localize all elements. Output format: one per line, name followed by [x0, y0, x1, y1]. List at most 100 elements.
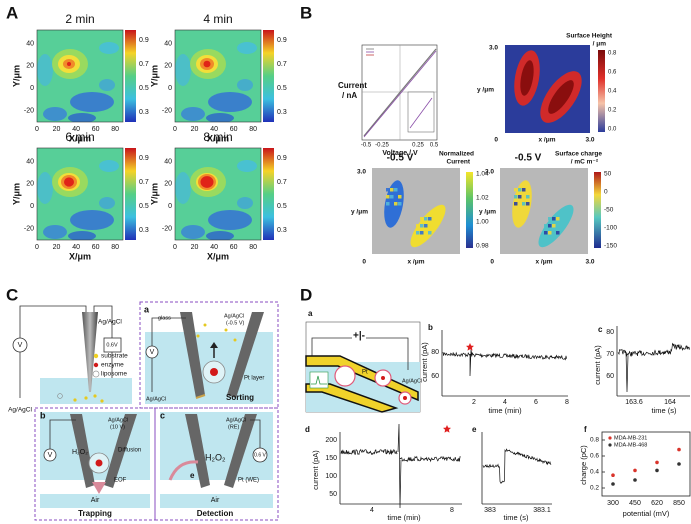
legend-label: MDA-MB-468 — [614, 442, 647, 448]
pixel — [522, 188, 526, 192]
colorbar-tick-label: 0.5 — [139, 203, 149, 210]
colorbar-title: Surface charge — [555, 151, 602, 158]
colorbar-tick-label: 0.4 — [608, 89, 617, 95]
panel-label: C — [6, 285, 18, 304]
heatmap-region — [37, 172, 53, 204]
colorbar — [263, 148, 274, 240]
y-tick-label: 100 — [325, 473, 337, 480]
subpanel-label: c — [160, 410, 165, 420]
current-trace — [399, 455, 461, 463]
y-axis-label: Y/μm — [149, 65, 159, 87]
map-title: 2 min — [65, 12, 94, 26]
colorbar-tick-label: 0.5 — [139, 85, 149, 92]
pixel — [416, 224, 420, 228]
heatmap-region — [175, 54, 191, 86]
electrode-label: Ag/AgCl — [226, 417, 246, 423]
y-tick-label: 50 — [329, 491, 337, 498]
axis-tick: 3.0 — [489, 45, 498, 52]
colorbar — [466, 172, 473, 248]
pixel — [556, 224, 560, 228]
heatmap-region — [237, 79, 253, 91]
colorbar — [263, 30, 274, 122]
pixel — [548, 231, 552, 235]
axis-tick: 3.0 — [485, 169, 494, 176]
y-tick-label: 80 — [431, 349, 439, 356]
heatmap-region — [68, 113, 96, 122]
x-tick-label: 0 — [173, 126, 177, 133]
pixel — [390, 202, 394, 206]
pixel — [386, 195, 390, 199]
electrode-label: Ag/AgCl — [98, 319, 122, 326]
subpanel-label: c — [598, 325, 603, 334]
heatmap-region — [99, 197, 115, 209]
label: EOF — [114, 478, 127, 484]
legend-swatch — [608, 443, 612, 447]
current-spike — [625, 351, 629, 393]
x-tick-label: 40 — [72, 126, 80, 133]
colorbar-tick-label: 0.5 — [277, 203, 287, 210]
y-tick-label: 0.2 — [590, 485, 599, 492]
electrode-label: (RE) — [228, 424, 239, 430]
y-tick-label: -20 — [162, 108, 172, 115]
x-tick-label: 0 — [35, 244, 39, 251]
cell-core — [548, 80, 574, 114]
meter-label: V — [48, 452, 53, 459]
pixel — [398, 202, 402, 206]
x-axis-label: x /μm — [536, 259, 553, 266]
y-tick-label: 20 — [26, 63, 34, 70]
x-tick-label: -0.5 — [361, 143, 372, 149]
caption: Sorting — [226, 393, 254, 402]
label: Pt layer — [244, 376, 264, 382]
caption: Trapping — [78, 509, 112, 518]
colorbar-tick-label: 0.3 — [277, 109, 287, 116]
x-tick-label: 620 — [651, 500, 663, 507]
colorbar-tick-label: 0.3 — [139, 227, 149, 234]
y-tick-label: 60 — [431, 373, 439, 380]
heatmap — [175, 148, 261, 240]
potential-label: -0.5 V — [387, 153, 414, 164]
colorbar-tick-label: 0.5 — [277, 85, 287, 92]
x-tick-label: 450 — [629, 500, 641, 507]
x-tick-label: 40 — [210, 126, 218, 133]
label: Diffusion — [118, 448, 141, 454]
panel-d-schematic — [305, 321, 421, 413]
x-axis-label: potential (mV) — [623, 509, 670, 518]
subpanel-label: a — [144, 304, 150, 314]
x-tick-label: 20 — [53, 126, 61, 133]
colorbar-tick-label: -50 — [604, 207, 614, 214]
y-tick-label: 40 — [26, 40, 34, 47]
colorbar — [598, 50, 605, 132]
panel-label: B — [300, 3, 312, 22]
y-tick-label: 20 — [26, 181, 34, 188]
potential-label: -0.5 V — [515, 153, 542, 164]
pixel — [424, 217, 428, 221]
x-axis-label: X/μm — [207, 251, 229, 261]
y-tick-label: 60 — [606, 373, 614, 380]
y-axis-label: / nA — [342, 91, 357, 100]
event-marker — [466, 343, 474, 351]
pixel — [394, 195, 398, 199]
x-tick-label: 20 — [191, 244, 199, 251]
heatmap-region — [181, 225, 205, 239]
subpanel-label: a — [308, 309, 313, 318]
colorbar-title: / μm — [593, 41, 607, 48]
x-axis-label: x /μm — [408, 259, 425, 266]
data-point — [655, 460, 659, 465]
heatmap-region — [181, 107, 205, 121]
legend-label: MDA-MB-231 — [614, 435, 647, 441]
x-tick-label: 163.6 — [625, 399, 643, 406]
meter-label: V — [150, 349, 155, 356]
heatmap-region — [70, 210, 114, 230]
colorbar — [125, 148, 136, 240]
data-point — [611, 473, 615, 478]
panel-label: D — [300, 285, 312, 304]
electrode-label: Ag/AgCl — [402, 378, 422, 384]
x-tick-label: 8 — [565, 399, 569, 406]
current-trace — [340, 448, 398, 456]
pixel — [398, 195, 402, 199]
y-tick-label: 0 — [168, 85, 172, 92]
x-tick-label: 383 — [484, 507, 496, 514]
pixel — [398, 188, 402, 192]
panel-label: A — [6, 3, 18, 22]
